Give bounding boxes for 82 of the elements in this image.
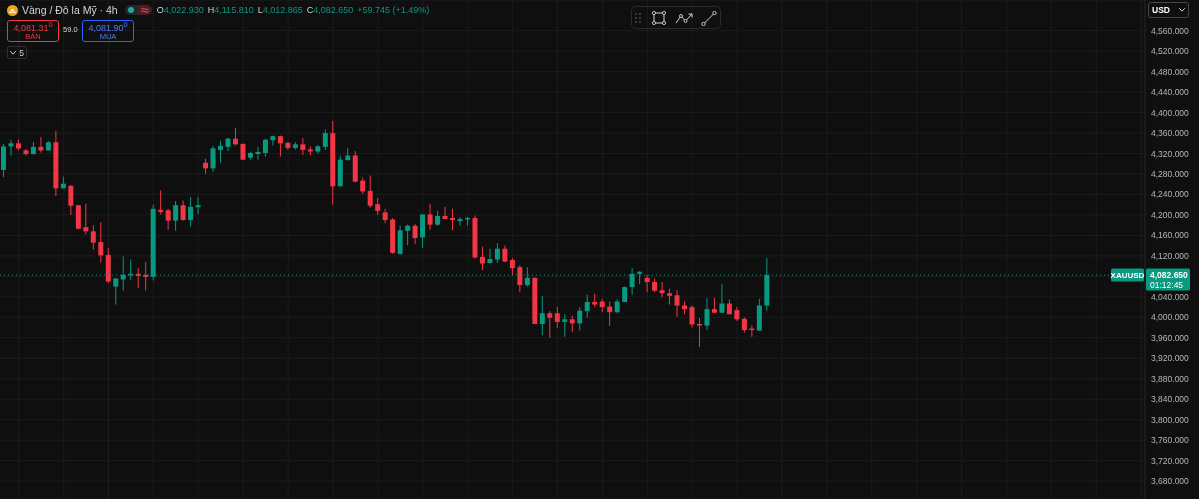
candlestick [689,305,695,329]
candlestick [420,213,426,249]
y-tick-label: 4,280.000 [1151,169,1190,180]
y-tick-label: 3,840.000 [1151,394,1190,405]
candlestick [158,189,164,215]
annotation: C4,082.650 [306,5,354,15]
candlestick [554,306,560,329]
candlestick [8,139,14,157]
y-tick-label: 4,240.000 [1151,189,1190,200]
candlestick [562,313,568,338]
annotation: H4,115.810 [207,5,254,15]
y-tick-label: 4,160.000 [1151,230,1190,241]
candlestick [539,295,545,336]
candlestick [457,216,463,227]
candlestick [173,200,179,232]
y-tick-label: 3,800.000 [1151,414,1190,425]
candlestick [195,196,201,215]
candlestick [479,246,485,271]
candlestick [143,261,149,292]
y-tick-label: 4,000.000 [1151,312,1190,323]
candlestick [397,225,403,256]
candlestick [412,223,418,245]
y-tick-label: 4,360.000 [1151,128,1190,139]
candlestick [674,289,680,318]
text: 4,082.650 [1150,270,1189,281]
toggle-button: 5 [7,46,27,59]
candlestick [322,128,328,151]
y-tick-label: 3,920.000 [1151,353,1190,364]
candlestick [180,200,186,222]
candlestick [644,274,650,293]
candlestick [210,145,216,173]
candlestick [696,317,702,348]
candlestick [367,175,373,209]
candlestick [494,242,500,264]
y-tick-label: 4,320.000 [1151,148,1190,159]
candlestick [270,135,276,146]
annotation: 4,081.31$^{0}$ [13,19,53,34]
candlestick [113,277,119,306]
y-tick-label: 4,040.000 [1151,291,1190,302]
y-tick-label: 3,720.000 [1151,455,1190,466]
candlestick [547,310,553,339]
candlestick [719,283,725,314]
annotation: 4,081.90$^{0}$ [88,19,128,34]
y-tick-label: 4,120.000 [1151,250,1190,261]
candlestick [255,146,261,161]
candlestick [165,208,171,231]
candlestick [577,306,583,332]
currency-dropdown: USD [1148,2,1189,18]
y-tick-label: 4,200.000 [1151,209,1190,220]
candlestick [584,294,590,319]
y-tick-label: 3,760.000 [1151,435,1190,446]
annotation: +59.745 (+1.49%) [357,5,430,15]
candlestick [218,140,224,164]
y-tick-label: 4,560.000 [1151,25,1190,36]
y-tick-label: 4,520.000 [1151,46,1190,57]
candlestick [427,203,433,231]
annotation: 5 [19,47,24,58]
candlestick [704,297,710,331]
y-tick-label: 4,440.000 [1151,87,1190,98]
annotation: L4,012.865 [257,5,303,15]
candlestick [405,224,411,246]
candlestick [98,221,104,264]
candlestick [517,264,523,293]
text: 01:12:45 [1150,279,1184,290]
y-tick-label: 4,480.000 [1151,66,1190,77]
candlestick [68,184,74,216]
y-tick-label: 3,680.000 [1151,476,1190,487]
y-tick-label: 4,400.000 [1151,107,1190,118]
candlestick [450,208,456,231]
candlestick [90,224,96,251]
candlestick [83,203,89,235]
candlestick [442,206,448,220]
ref-line-label: XAUUSD [1110,271,1145,281]
candlestick [75,204,81,230]
candlestick [487,248,493,265]
chart-title: Vàng / Đô la Mỹ · 4h [22,4,118,16]
y-tick-label: 3,880.000 [1151,373,1190,384]
candlestick [188,196,194,228]
candlestick [659,281,665,298]
annotation: O4,022.930 [156,5,204,15]
y-tick-label: 3,960.000 [1151,332,1190,343]
candlestick [1,143,6,178]
